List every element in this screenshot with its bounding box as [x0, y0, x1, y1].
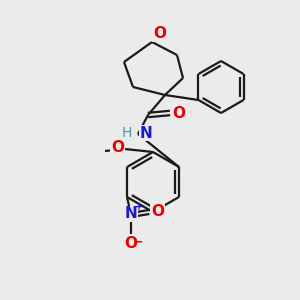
Text: N: N: [124, 206, 137, 221]
Text: N: N: [140, 125, 153, 140]
Text: O: O: [151, 205, 164, 220]
Text: O: O: [124, 236, 137, 251]
Text: −: −: [133, 236, 143, 248]
Text: O: O: [172, 106, 185, 121]
Text: +: +: [135, 202, 143, 212]
Text: O: O: [153, 26, 166, 41]
Text: O: O: [111, 140, 124, 155]
Text: H: H: [122, 126, 132, 140]
